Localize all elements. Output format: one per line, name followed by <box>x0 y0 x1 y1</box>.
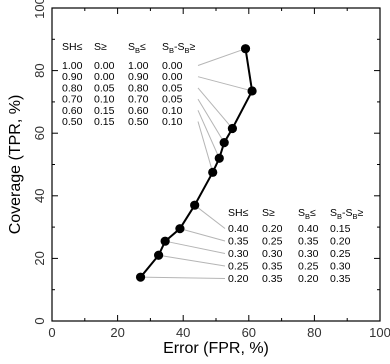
table-cell: 0.00 <box>94 60 115 72</box>
data-point <box>208 167 218 177</box>
table-header: SB≤ <box>298 207 316 221</box>
table-cell: 0.00 <box>94 71 115 83</box>
table-cell: 0.20 <box>228 273 249 285</box>
table-cell: 1.00 <box>62 60 83 72</box>
table-cell: 0.30 <box>228 248 249 260</box>
table-cell: 0.30 <box>262 248 283 260</box>
data-point <box>154 250 164 260</box>
leader-line <box>165 240 226 254</box>
table-cell: 0.35 <box>262 261 283 273</box>
table-cell: 0.30 <box>330 261 351 273</box>
data-point <box>227 123 237 134</box>
table-cell: 0.10 <box>162 116 183 128</box>
table-cell: 0.90 <box>128 71 149 83</box>
table-cell: 0.20 <box>262 223 283 235</box>
leader-line <box>197 110 220 159</box>
x-tick-label: 0 <box>48 325 55 340</box>
table-cell: 0.05 <box>162 94 183 106</box>
table-cell: 0.15 <box>94 116 115 128</box>
x-tick-label: 100 <box>369 325 390 340</box>
y-axis-title: Coverage (TPR, %) <box>7 95 24 235</box>
table-cell: 0.00 <box>162 60 183 72</box>
annotation-table: SH≤ S≥ SB≤ SB-SB≥1.00 0.00 1.00 0.000.90 0.00 0.… <box>62 41 196 128</box>
table-header: SH≤ <box>62 41 83 53</box>
leader-line <box>197 48 246 66</box>
y-tick-label: 80 <box>32 63 47 77</box>
table-cell: 0.20 <box>298 273 319 285</box>
annotation-table: SH≤ S≥ SB≤ SB-SB≥0.40 0.20 0.40 0.150.35 0.25 0.… <box>228 207 364 285</box>
table-header: S≥ <box>262 207 275 219</box>
y-tick-label: 40 <box>32 189 47 203</box>
table-cell: 0.05 <box>162 82 183 94</box>
table-cell: 0.15 <box>94 105 115 117</box>
table-cell: 0.60 <box>62 105 83 117</box>
y-tick-label: 100 <box>32 0 47 19</box>
data-point <box>240 44 251 54</box>
table-cell: 0.35 <box>262 273 283 285</box>
x-tick-label: 20 <box>110 325 124 340</box>
table-cell: 0.15 <box>330 223 351 235</box>
table-cell: 0.90 <box>62 71 83 83</box>
table-cell: 0.35 <box>298 236 319 248</box>
table-cell: 0.25 <box>330 248 351 260</box>
table-cell: 0.35 <box>228 236 249 248</box>
table-cell: 0.40 <box>298 223 319 235</box>
series-group <box>135 44 257 282</box>
y-tick-label: 20 <box>32 251 47 265</box>
leader-line <box>197 98 225 143</box>
table-cell: 1.00 <box>128 60 149 72</box>
table-header: SB-SB≥ <box>162 41 196 55</box>
data-point <box>214 153 224 163</box>
data-point <box>247 86 257 96</box>
leader-line <box>197 76 253 92</box>
leader-line <box>179 228 226 242</box>
table-cell: 0.35 <box>330 273 351 285</box>
table-cell: 0.00 <box>162 71 183 83</box>
leader-line <box>197 121 214 173</box>
x-axis-title: Error (FPR, %) <box>163 340 269 357</box>
table-cell: 0.10 <box>162 105 183 117</box>
table-header: SH≤ <box>228 207 249 219</box>
leader-line <box>197 87 233 129</box>
leader-line <box>158 254 226 267</box>
x-tick-label: 40 <box>176 325 190 340</box>
annotation-tables: SH≤ S≥ SB≤ SB-SB≥1.00 0.00 1.00 0.000.90 0.00 0.… <box>62 41 364 285</box>
table-cell: 0.60 <box>128 105 149 117</box>
table-cell: 0.25 <box>262 236 283 248</box>
data-point <box>175 224 185 234</box>
table-header: SB-SB≥ <box>330 207 364 221</box>
data-point <box>135 272 146 282</box>
table-cell: 0.80 <box>128 82 149 94</box>
table-cell: 0.50 <box>128 116 149 128</box>
table-cell: 0.70 <box>62 94 83 106</box>
y-tick-label: 60 <box>32 126 47 140</box>
table-cell: 0.50 <box>62 116 83 128</box>
x-tick-label: 80 <box>307 325 321 340</box>
y-tick-label: 0 <box>32 317 47 324</box>
data-point <box>190 200 200 210</box>
leader-line <box>194 204 226 229</box>
table-cell: 0.25 <box>298 261 319 273</box>
table-cell: 0.25 <box>228 261 249 273</box>
table-header: S≥ <box>94 41 107 53</box>
table-cell: 0.10 <box>94 94 115 106</box>
axes: 0 20 40 60 80 100 0 20 40 60 80 100 <box>32 0 390 340</box>
leader-line <box>140 276 226 279</box>
leader-lines <box>140 48 253 279</box>
table-cell: 0.30 <box>298 248 319 260</box>
table-cell: 0.80 <box>62 82 83 94</box>
table-cell: 0.20 <box>330 236 351 248</box>
data-point <box>160 236 170 246</box>
data-point <box>219 137 229 148</box>
x-tick-label: 60 <box>242 325 256 340</box>
table-header: SB≤ <box>128 41 146 55</box>
table-cell: 0.05 <box>94 82 115 94</box>
table-cell: 0.40 <box>228 223 249 235</box>
table-cell: 0.70 <box>128 94 149 106</box>
